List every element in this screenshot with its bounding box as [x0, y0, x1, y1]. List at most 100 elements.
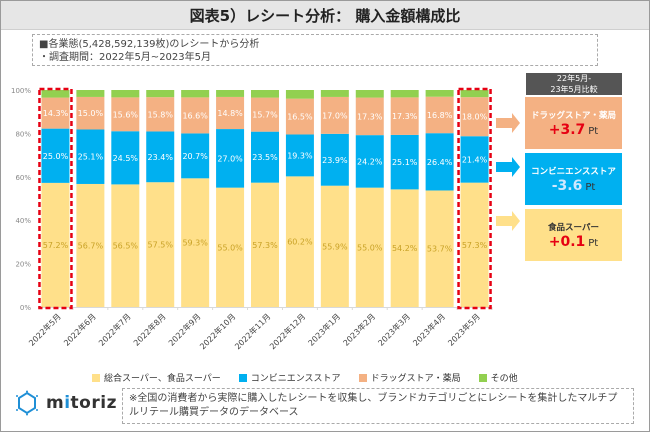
data-label: 16.5% — [287, 113, 313, 122]
bar-segment — [181, 90, 210, 98]
comparison-label: コンビニエンスストア — [531, 167, 616, 177]
bar-segment — [76, 90, 105, 97]
bar-segment — [251, 182, 279, 307]
legend-label: 総合スーパー、食品スーパー — [104, 374, 221, 384]
data-label: 55.9% — [322, 242, 348, 251]
data-label: 55.0% — [357, 243, 383, 252]
page-title: 図表5）レシート分析： 購入金額構成比 — [189, 7, 461, 25]
data-label: 23.9% — [322, 156, 348, 165]
bar-segment — [146, 131, 175, 183]
data-label: 15.8% — [148, 110, 174, 119]
data-label: 17.0% — [322, 111, 348, 120]
comparison-number: +3.7 — [548, 122, 586, 138]
x-tick-label: 2022年10月 — [198, 311, 238, 351]
mitoriz-logo: mitoriz — [14, 390, 117, 416]
legend-label: コンビニエンスストア — [250, 374, 341, 384]
logo-icon — [16, 390, 38, 416]
bar-segment — [355, 97, 384, 136]
bar-segment — [320, 133, 349, 186]
legend-item: その他 — [478, 371, 518, 384]
bar-segment — [41, 128, 70, 183]
bar-segment — [285, 176, 314, 307]
comparison-convenience: コンビニエンスストア -3.6 Pt — [525, 153, 622, 205]
comparison-arrows — [496, 113, 520, 231]
legend-swatch — [238, 373, 247, 382]
comparison-unit: Pt — [588, 238, 599, 249]
bar-segment — [76, 96, 105, 130]
data-label: 57.5% — [148, 241, 174, 250]
comparison-number: -3.6 — [551, 178, 583, 194]
bar-segment — [41, 97, 70, 129]
data-label: 23.5% — [252, 153, 278, 162]
arrow-right-icon — [496, 113, 520, 133]
legend-label: その他 — [490, 374, 518, 384]
data-label: 57.3% — [252, 241, 278, 250]
data-label: 57.3% — [462, 241, 488, 250]
highlight-box — [38, 87, 73, 310]
bar-segment — [216, 187, 245, 307]
bar-segment — [251, 97, 279, 132]
bar-segment — [111, 97, 140, 132]
data-label: 23.4% — [148, 153, 174, 162]
logo-text: mitoriz — [46, 393, 117, 413]
note-line-2: ・調査期間：2022年5月~2023年5月 — [39, 52, 212, 63]
bar-segment — [460, 90, 489, 98]
legend-item: コンビニエンスストア — [238, 371, 341, 384]
comparison-drugstore: ドラッグストア・薬局 +3.7 Pt — [525, 97, 622, 149]
logo-text-part: toriz — [70, 393, 117, 413]
bar-segment — [390, 189, 419, 307]
legend-swatch — [478, 373, 487, 382]
x-tick-label: 2023年5月 — [446, 311, 482, 347]
data-label: 27.0% — [217, 154, 243, 163]
comparison-header: 22年5月- 23年5月比較 — [526, 73, 622, 95]
bar-segment — [320, 185, 349, 307]
footnote: ※全国の消費者から実際に購入したレシートを収集し、ブランドカテゴリごとにレシート… — [122, 388, 634, 424]
bar-segment — [390, 90, 419, 98]
bar-segment — [111, 131, 140, 185]
logo-text-part: m — [46, 393, 65, 413]
data-label: 15.7% — [252, 111, 278, 120]
bar-segment — [251, 131, 279, 183]
legend-item: 総合スーパー、食品スーパー — [92, 371, 221, 384]
y-tick-label: 20% — [15, 261, 31, 269]
comparison-label: ドラッグストア・薬局 — [530, 111, 616, 121]
legend: 総合スーパー、食品スーパー コンビニエンスストア ドラッグストア・薬局 その他 — [92, 371, 518, 384]
data-label: 26.4% — [427, 158, 453, 167]
bar-segment — [181, 178, 210, 307]
data-label: 14.8% — [217, 109, 243, 118]
bar-segment — [355, 135, 384, 188]
x-tick-label: 2023年1月 — [306, 311, 342, 347]
legend-item: ドラッグストア・薬局 — [358, 371, 461, 384]
bar-segment — [181, 133, 210, 179]
bar-segment — [216, 96, 245, 130]
bar-segment — [390, 97, 419, 135]
bar-segment — [320, 90, 349, 97]
y-tick-label: 100% — [11, 87, 31, 95]
data-label: 24.5% — [113, 154, 139, 163]
analysis-note: ■各業態(5,428,592,139枚)のレシートから分析 ・調査期間：2022… — [32, 34, 598, 66]
bar-segment — [425, 90, 454, 97]
data-label: 54.2% — [392, 244, 418, 253]
data-label: 16.8% — [427, 111, 453, 120]
data-label: 56.5% — [113, 242, 139, 251]
legend-swatch — [92, 373, 100, 382]
bar-segment — [355, 90, 384, 98]
bar-segment — [251, 90, 279, 98]
data-label: 57.2% — [43, 241, 69, 250]
comparison-label: 食品スーパー — [548, 223, 599, 233]
bar-segment — [76, 129, 105, 184]
data-label: 16.6% — [182, 111, 208, 120]
x-tick-label: 2022年5月 — [26, 311, 62, 347]
bar-segment — [146, 182, 175, 307]
bar-segment — [460, 97, 489, 137]
data-label: 25.1% — [392, 158, 418, 167]
bar-segment — [111, 90, 140, 98]
comparison-unit: Pt — [588, 126, 599, 137]
bar-segment — [355, 187, 384, 307]
comparison-value: +0.1 Pt — [525, 234, 622, 250]
data-label: 55.0% — [217, 243, 243, 252]
arrow-right-icon — [496, 157, 520, 177]
title-bar: 図表5）レシート分析： 購入金額構成比 — [1, 1, 649, 30]
data-label: 17.3% — [392, 112, 418, 121]
bar-segment — [285, 134, 314, 177]
